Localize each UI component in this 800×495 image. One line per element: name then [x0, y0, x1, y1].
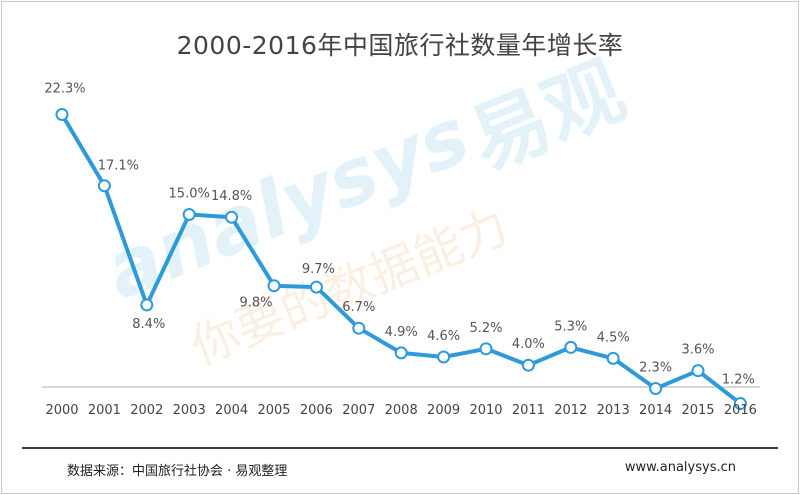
data-label: 4.5%: [597, 330, 630, 345]
chart-title: 2000-2016年中国旅行社数量年增长率: [176, 31, 624, 60]
data-label: 14.8%: [211, 189, 252, 204]
data-label: 8.4%: [132, 317, 165, 332]
x-tick-label: 2014: [639, 403, 672, 418]
data-point: [394, 346, 408, 360]
data-point: [140, 298, 154, 312]
data-point: [352, 321, 366, 335]
data-point: [479, 342, 493, 356]
x-tick-label: 2000: [45, 403, 78, 418]
website-link[interactable]: www.analysys.cn: [624, 460, 736, 475]
x-tick-label: 2015: [681, 403, 714, 418]
x-tick-label: 2009: [427, 403, 460, 418]
data-label: 9.7%: [302, 262, 335, 277]
data-point: [649, 381, 663, 395]
x-tick-label: 2005: [257, 403, 290, 418]
data-point: [733, 397, 747, 411]
data-label: 5.3%: [554, 319, 587, 334]
data-point: [521, 358, 535, 372]
data-label: 4.9%: [385, 325, 418, 340]
plot-area: 22.3% 17.1% 8.4% 15.0% 14.8% 9.8% 9.7% 6.7% 4.9%…: [44, 81, 757, 418]
data-label: 5.2%: [469, 321, 502, 336]
x-tick-label: 2012: [554, 403, 587, 418]
data-point: [182, 208, 196, 221]
x-tick-label: 2004: [215, 403, 248, 418]
x-tick-label: 2016: [724, 403, 757, 418]
x-tick-label: 2013: [597, 403, 630, 418]
x-tick-label: 2007: [342, 403, 375, 418]
data-point: [437, 350, 451, 364]
data-label: 1.2%: [722, 373, 755, 388]
data-label: 2.3%: [639, 360, 672, 375]
x-tick-label: 2003: [173, 403, 206, 418]
x-tick-label: 2002: [130, 403, 163, 418]
x-tick-label: 2006: [300, 403, 333, 418]
data-point: [309, 280, 323, 294]
data-label: 15.0%: [169, 187, 210, 202]
data-label: 17.1%: [98, 159, 139, 174]
source-note: 数据来源：中国旅行社协会 · 易观整理: [67, 464, 288, 479]
x-tick-label: 2010: [469, 403, 502, 418]
watermark-brand-cn: 易观: [458, 46, 636, 188]
data-point: [97, 179, 111, 193]
data-label: 3.6%: [681, 343, 714, 358]
data-label: 9.8%: [239, 296, 272, 311]
data-point: [691, 364, 705, 378]
data-point: [606, 351, 620, 365]
data-point: [55, 107, 69, 121]
x-tick-label: 2011: [512, 403, 545, 418]
data-label: 6.7%: [342, 300, 375, 315]
data-point: [225, 210, 239, 224]
x-tick-label: 2001: [88, 403, 121, 418]
data-label: 4.0%: [512, 337, 545, 352]
data-point: [564, 340, 578, 354]
data-label: 22.3%: [44, 81, 85, 96]
data-label: 4.6%: [427, 329, 460, 344]
data-point: [267, 279, 281, 293]
x-tick-label: 2008: [385, 403, 418, 418]
footer-divider: [22, 447, 778, 449]
